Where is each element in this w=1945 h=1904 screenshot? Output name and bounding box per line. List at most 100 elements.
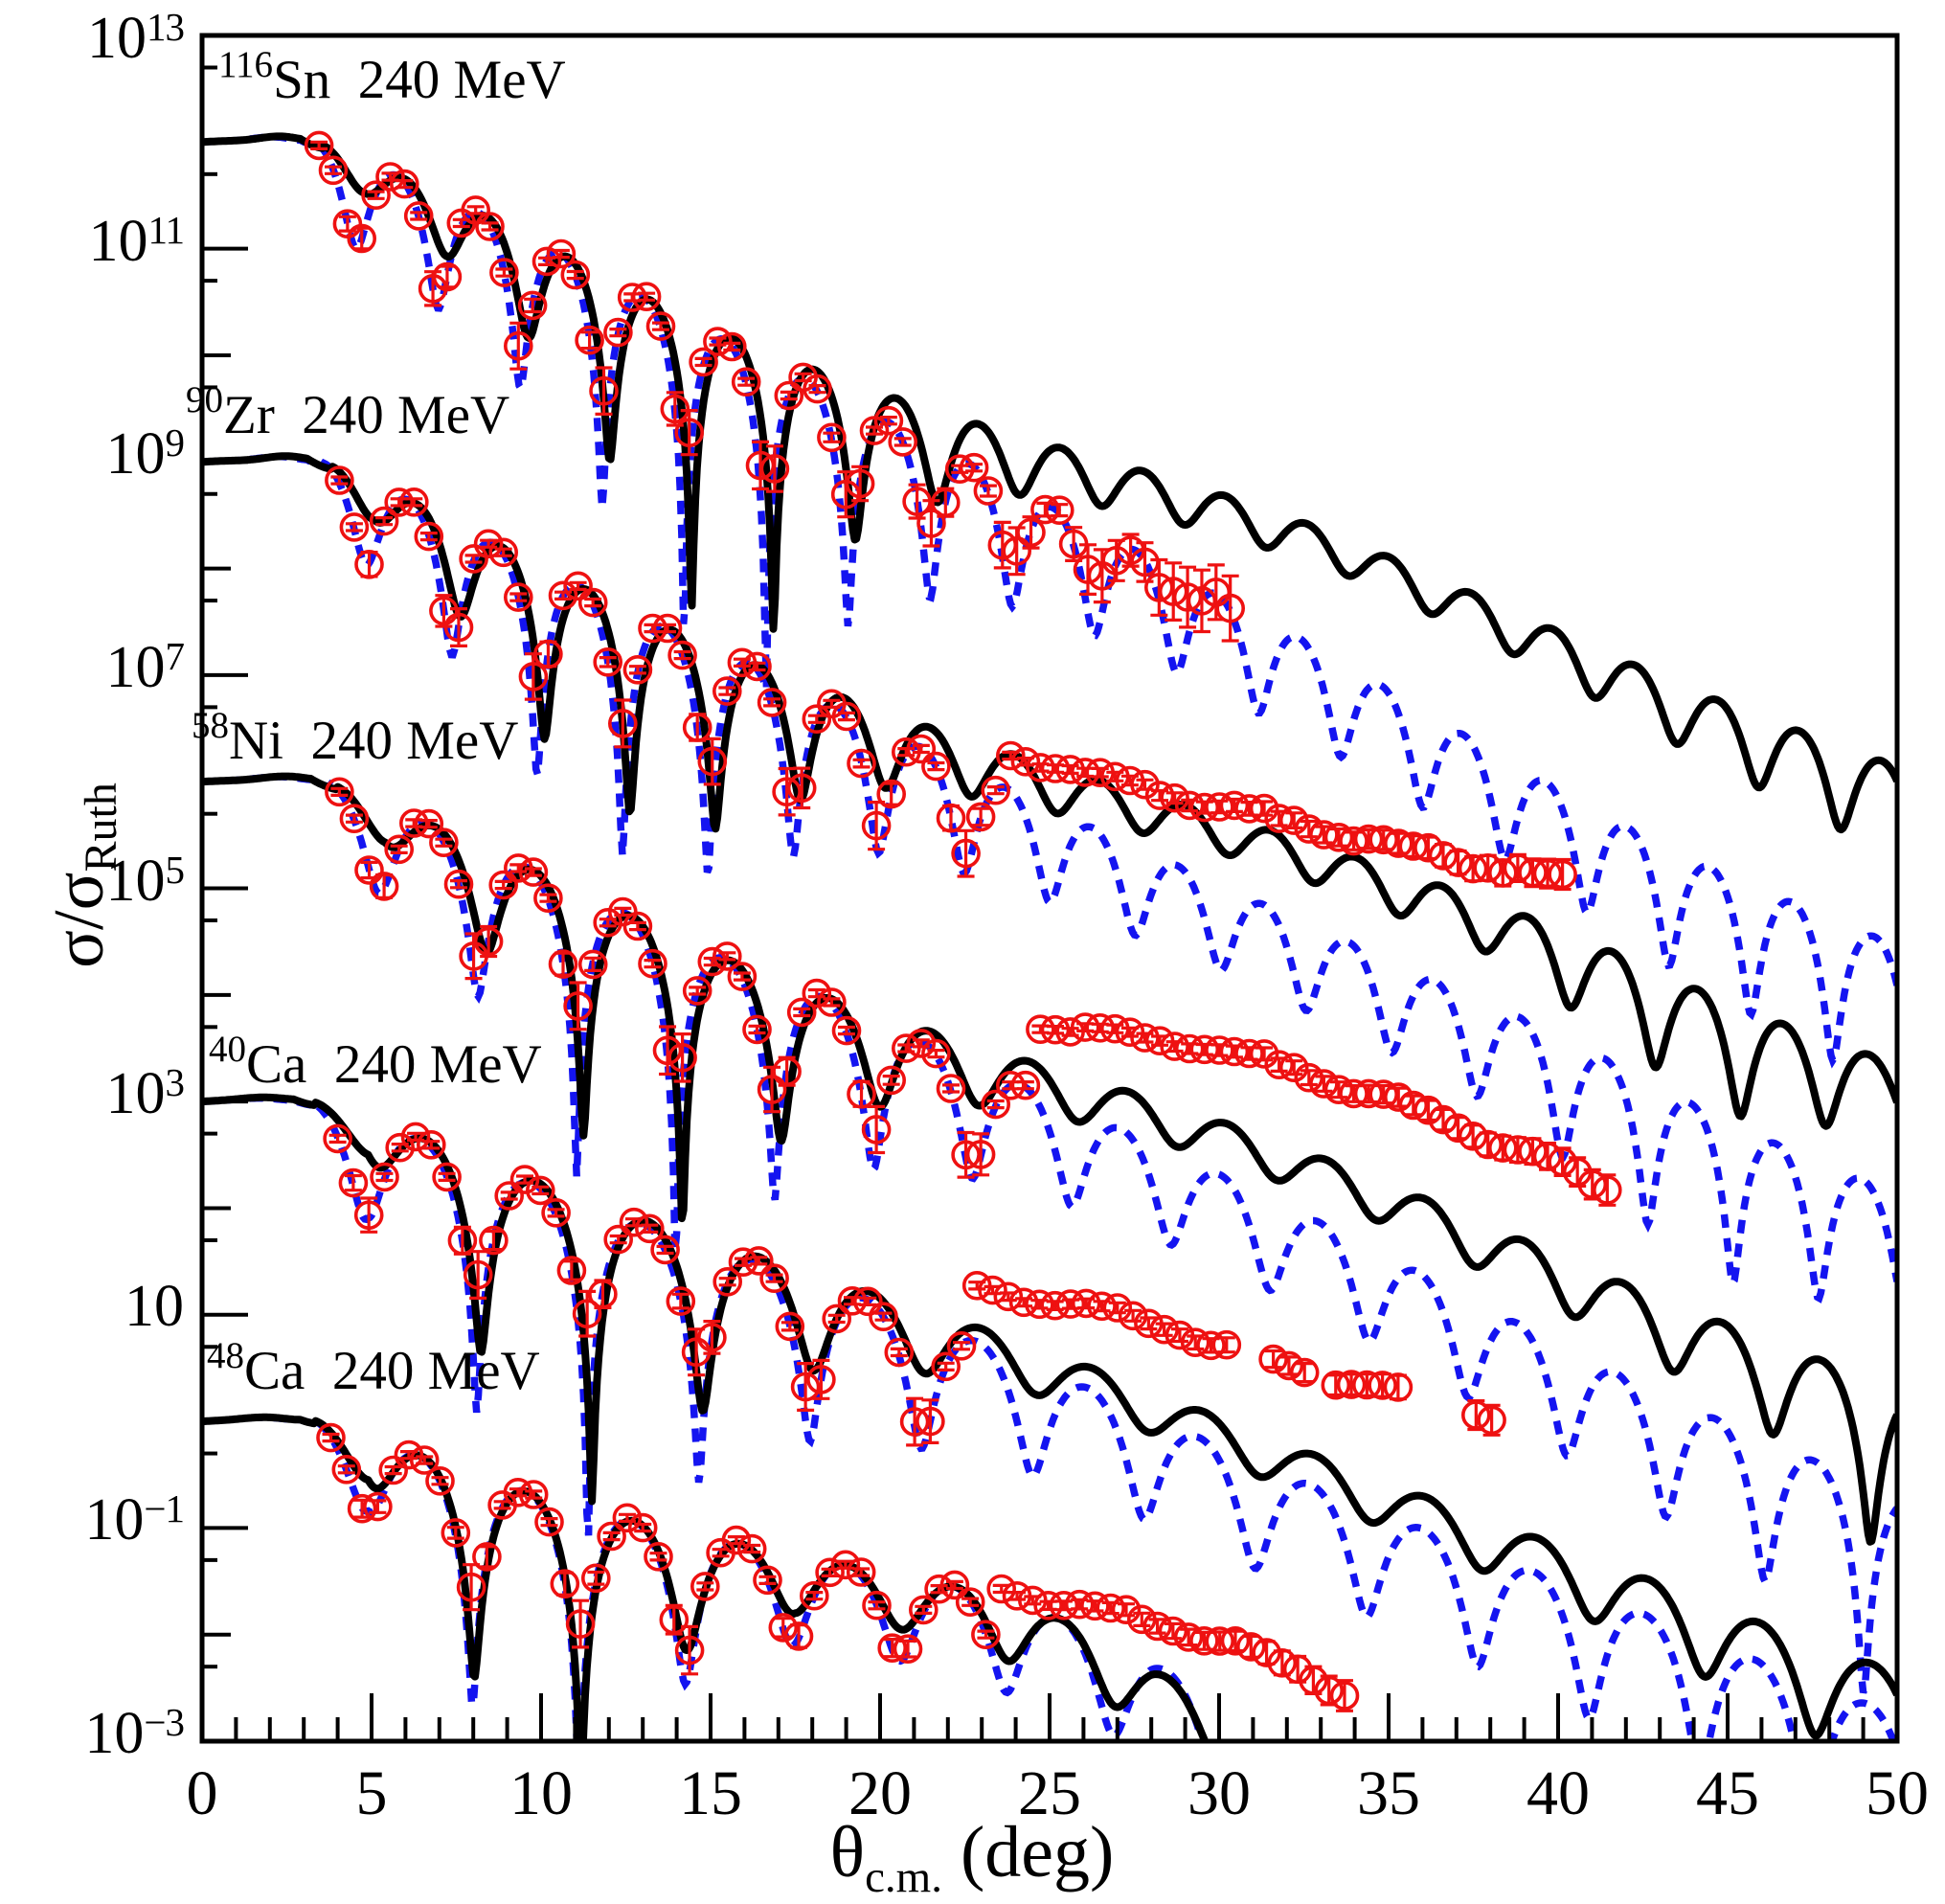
data-point-circle <box>1353 1078 1384 1109</box>
error-bar <box>435 594 453 628</box>
data-point-circle <box>375 162 405 192</box>
error-bar <box>1225 1044 1243 1059</box>
error-bar <box>1091 766 1109 779</box>
error-bar <box>852 758 871 769</box>
error-bar <box>584 956 602 972</box>
error-bar <box>466 205 485 215</box>
x-tick-label-30: 30 <box>1187 1758 1251 1828</box>
data-point-circle <box>1010 746 1041 777</box>
data-point-circle <box>1070 1012 1100 1042</box>
data-point-circle <box>1033 1591 1063 1621</box>
data-point-circle <box>1428 841 1459 871</box>
data-point-circle <box>443 612 474 643</box>
data-point-circle <box>716 331 747 362</box>
data-point-circle <box>1205 1626 1234 1656</box>
data-point-circle <box>354 549 384 579</box>
data-point-circle <box>414 808 444 839</box>
data-point-circle <box>1087 1291 1117 1322</box>
data-point-circle <box>876 1065 907 1096</box>
data-point-circle <box>1314 1675 1344 1706</box>
data-point-circle <box>1488 858 1518 888</box>
data-point-circle <box>1085 1013 1115 1043</box>
data-point-circle <box>981 1089 1010 1120</box>
data-point-circle <box>1503 853 1533 883</box>
data-point-circle <box>1294 814 1324 844</box>
error-bar <box>524 297 542 314</box>
data-point-circle <box>533 639 563 669</box>
data-point-circle <box>845 468 875 499</box>
data-point-circle <box>846 1557 876 1587</box>
error-bar <box>1165 561 1183 622</box>
data-point-circle <box>589 375 619 406</box>
data-points-116Sn <box>304 130 1245 643</box>
error-bar <box>843 1296 861 1306</box>
data-point-circle <box>416 1130 446 1160</box>
error-bar <box>1285 1059 1303 1077</box>
error-bar <box>1360 1083 1378 1104</box>
data-point-circle <box>817 422 847 453</box>
data-point-circle <box>398 808 429 838</box>
data-point-circle <box>774 380 804 411</box>
data-point-circle <box>1329 1681 1360 1711</box>
error-bar <box>1136 778 1154 791</box>
data-point-circle <box>959 452 989 483</box>
data-point-circle <box>338 1167 369 1198</box>
data-point-circle <box>1102 1293 1133 1323</box>
data-point-circle <box>1252 1638 1281 1667</box>
data-point-circle <box>712 941 742 971</box>
data-point-circle <box>757 688 787 717</box>
data-point-circle <box>577 949 608 980</box>
error-bar <box>390 497 408 508</box>
data-point-circle <box>459 544 488 574</box>
data-point-circle <box>1461 1400 1491 1430</box>
error-bar <box>879 416 897 426</box>
data-point-circle <box>861 1115 892 1145</box>
error-bar <box>469 1250 487 1300</box>
data-point-circle <box>1264 804 1294 833</box>
data-point-circle <box>503 330 533 361</box>
data-point-circle <box>742 1014 772 1045</box>
data-point-circle <box>409 1445 440 1475</box>
error-bar <box>763 1065 781 1114</box>
error-bar <box>1335 1679 1353 1712</box>
data-point-circle <box>971 1620 1001 1649</box>
error-bar <box>569 981 587 1031</box>
data-point-circle <box>645 311 676 341</box>
data-point-circle <box>802 978 832 1009</box>
error-bar <box>1079 543 1097 596</box>
data-point-circle <box>742 651 772 682</box>
data-point-circle <box>518 662 549 691</box>
data-point-circle <box>1336 1370 1367 1399</box>
error-bar <box>509 592 528 602</box>
data-point-circle <box>432 261 463 292</box>
error-bar <box>859 1296 877 1306</box>
data-point-circle <box>1160 1031 1189 1061</box>
dataset-label-58Ni: 58Ni 240 MeV <box>192 705 519 771</box>
error-bar <box>628 920 646 932</box>
error-bar <box>494 547 512 557</box>
error-bar <box>737 376 756 387</box>
error-bar <box>1192 568 1210 634</box>
data-point-circle <box>978 1275 1007 1305</box>
data-point-circle <box>612 1503 643 1533</box>
error-bar <box>595 366 613 416</box>
error-bar <box>671 1292 690 1310</box>
error-bar <box>733 971 751 982</box>
data-point-circle <box>682 976 712 1006</box>
error-bar <box>390 844 408 854</box>
error-bar <box>587 1570 605 1586</box>
error-bar <box>703 1320 721 1355</box>
data-point-circle <box>1352 1370 1382 1400</box>
data-point-circle <box>1339 826 1368 856</box>
error-bar <box>1016 1080 1034 1091</box>
data-point-circle <box>1180 1327 1210 1357</box>
error-bar <box>1091 1022 1109 1033</box>
error-bar <box>345 522 363 533</box>
error-bar <box>1061 1298 1079 1310</box>
error-bar <box>375 516 394 527</box>
data-point-circle <box>817 987 847 1017</box>
data-point-circle <box>830 1550 861 1580</box>
error-bar <box>494 879 512 891</box>
data-point-circle <box>1064 1589 1095 1620</box>
y-tick-label-10e11: 1011 <box>88 207 185 274</box>
